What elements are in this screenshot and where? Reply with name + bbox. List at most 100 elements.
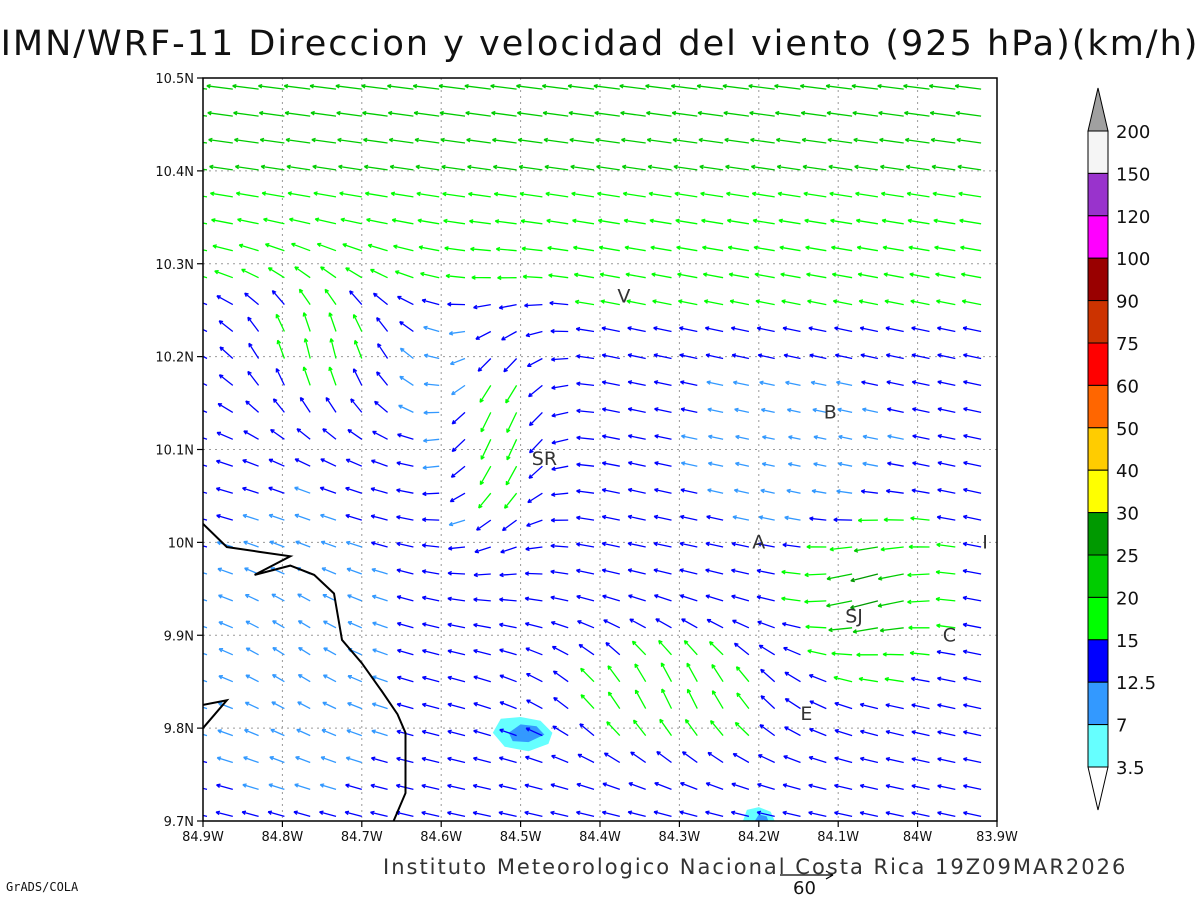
- wind-vector: [707, 407, 724, 414]
- wind-vector: [345, 513, 362, 521]
- wind-vector: [522, 274, 543, 280]
- wind-vector: [709, 720, 724, 737]
- wind-vector: [833, 517, 853, 523]
- wind-vector: [885, 756, 904, 764]
- wind-vector: [885, 488, 904, 494]
- wind-vector: [473, 702, 491, 710]
- wind-vector: [937, 407, 956, 414]
- colorbar-swatch: [1087, 130, 1109, 174]
- wind-vector: [291, 242, 311, 252]
- wind-vector: [911, 380, 930, 387]
- wind-vector: [498, 810, 517, 818]
- colorbar-label: 12.5: [1116, 673, 1156, 694]
- wind-vector: [580, 667, 595, 683]
- wind-vector: [906, 191, 930, 198]
- wind-vector: [525, 727, 543, 737]
- wind-vector: [218, 621, 234, 629]
- wind-vector: [962, 487, 982, 494]
- wind-vector: [711, 690, 724, 709]
- wind-vector: [684, 718, 698, 736]
- wind-vector: [376, 371, 389, 386]
- wind-vector: [828, 164, 853, 171]
- wind-vector: [877, 83, 904, 90]
- wind-vector: [469, 219, 491, 225]
- wind-vector: [578, 643, 595, 656]
- colorbar-under-triangle: [1087, 766, 1109, 811]
- wind-vector: [550, 783, 569, 791]
- lat-tick-label: 10.4N: [155, 165, 194, 180]
- wind-vector: [495, 246, 517, 252]
- wind-vector: [245, 647, 259, 656]
- wind-vector: [686, 662, 698, 683]
- wind-vector: [248, 342, 260, 359]
- wind-vector: [758, 515, 775, 521]
- wind-vector: [399, 321, 414, 333]
- wind-vector: [602, 782, 621, 791]
- wind-vector: [653, 810, 672, 818]
- wind-vector: [298, 646, 311, 656]
- wind-vector: [342, 243, 363, 252]
- wind-vector: [805, 245, 827, 252]
- colorbar-swatch: [1087, 469, 1109, 514]
- wind-vector: [525, 672, 543, 683]
- place-labels: V B SR A I SJ C E: [532, 285, 988, 725]
- wind-vector: [218, 594, 234, 602]
- wind-vector: [234, 164, 259, 171]
- wind-vector: [756, 568, 775, 575]
- wind-vector: [731, 541, 750, 548]
- wind-vector: [801, 137, 827, 144]
- wind-vector: [494, 219, 517, 225]
- wind-vector: [516, 110, 543, 117]
- wind-vector: [345, 540, 362, 548]
- colorbar-label: 3.5: [1116, 758, 1145, 779]
- wind-vector: [480, 412, 492, 433]
- wind-vector: [551, 492, 569, 497]
- wind-vector: [443, 218, 466, 225]
- wind-vector: [421, 648, 440, 656]
- wind-vector: [707, 751, 724, 764]
- lon-tick-label: 84.8W: [261, 830, 303, 845]
- wind-vector: [654, 407, 672, 414]
- wind-vector: [912, 461, 930, 467]
- wind-vector: [911, 810, 930, 818]
- colorbar-label: 90: [1116, 292, 1139, 313]
- wind-vector: [421, 783, 440, 791]
- wind-vector: [388, 137, 414, 144]
- wind-vector: [451, 411, 466, 425]
- wind-vector: [550, 517, 569, 523]
- lat-tick-label: 10.3N: [155, 258, 194, 273]
- wind-vector: [370, 487, 388, 494]
- wind-vector: [828, 627, 853, 633]
- wind-vector: [654, 434, 672, 440]
- wind-vector: [263, 217, 285, 225]
- wind-vector: [268, 783, 285, 791]
- wind-vector: [962, 514, 982, 521]
- wind-vector: [652, 299, 672, 306]
- wind-vector: [238, 243, 259, 252]
- wind-vector: [203, 355, 208, 360]
- wind-vector: [799, 83, 827, 90]
- wind-vector: [911, 757, 930, 764]
- wind-vector: [296, 428, 311, 440]
- wind-vector: [861, 380, 879, 387]
- wind-vector: [936, 515, 956, 521]
- wind-vector: [464, 83, 491, 90]
- wind-vector: [396, 675, 414, 683]
- wind-vector: [421, 622, 440, 629]
- wind-vector: [856, 652, 878, 658]
- wind-vector: [203, 733, 208, 737]
- wind-vector: [908, 544, 930, 550]
- wind-vector: [319, 810, 337, 818]
- wind-vector: [885, 353, 904, 360]
- wind-vector: [451, 384, 466, 396]
- wind-vector: [755, 299, 775, 306]
- wind-vector: [448, 546, 466, 551]
- wind-vector: [762, 435, 775, 440]
- wind-vector: [786, 407, 801, 414]
- wind-vector: [598, 245, 620, 252]
- wind-vector: [937, 810, 956, 818]
- wind-vector: [911, 353, 930, 360]
- wind-vector: [601, 434, 620, 440]
- wind-vector: [244, 701, 259, 710]
- wind-vector: [498, 303, 517, 310]
